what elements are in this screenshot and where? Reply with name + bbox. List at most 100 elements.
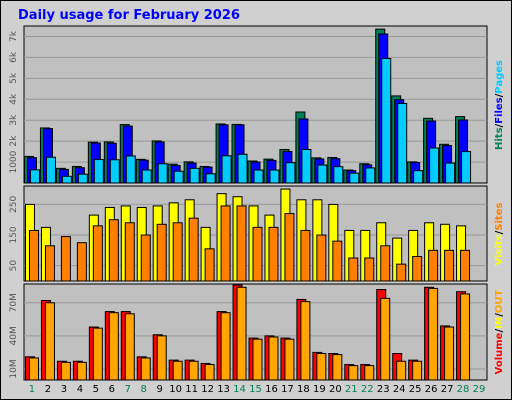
- bar-pages-day-4: [77, 173, 88, 184]
- legend-volume-entry: OUT: [494, 289, 505, 313]
- x-tick-label-day-25: 25: [409, 384, 422, 395]
- bar-pages-day-12: [205, 173, 216, 184]
- bar-out-day-25: [412, 360, 423, 381]
- bar-out-day-21: [348, 365, 359, 381]
- bar-out-day-14: [236, 286, 247, 381]
- bar-pages-day-10: [173, 170, 184, 184]
- bar-pages-day-20: [333, 166, 344, 184]
- bar-out-day-18: [300, 301, 311, 381]
- bar-pages-day-11: [189, 167, 200, 184]
- panel-hits-tick-label: 7k: [9, 30, 19, 42]
- x-tick-label-day-23: 23: [377, 384, 390, 395]
- bar-sites-day-24: [396, 263, 407, 282]
- bar-out-day-8: [140, 357, 151, 381]
- panel-visits-tick-label: 150: [9, 226, 19, 243]
- bar-pages-day-8: [141, 169, 152, 184]
- x-tick-label-day-22: 22: [361, 384, 374, 395]
- bar-pages-day-19: [317, 164, 328, 184]
- x-tick-label-day-6: 6: [109, 384, 115, 395]
- panel-hits-background: [23, 25, 488, 184]
- bar-sites-day-12: [204, 248, 215, 282]
- bar-out-day-17: [284, 338, 295, 381]
- bar-sites-day-25: [412, 255, 423, 282]
- bar-out-day-15: [252, 338, 263, 381]
- bar-out-day-7: [124, 313, 135, 381]
- x-axis-day-labels: 1 2 3 4 5 6 7 8 9 10 11 12 13 14 15 16 17 18 19 20 21 22 23 24 2…: [29, 384, 486, 395]
- x-tick-label-day-29: 29: [473, 384, 486, 395]
- bar-pages-day-15: [253, 169, 264, 184]
- panel-hits-tick-label: 1000: [9, 150, 19, 173]
- bar-pages-day-5: [93, 159, 104, 184]
- x-tick-label-day-19: 19: [313, 384, 326, 395]
- bar-pages-day-13: [221, 155, 232, 184]
- legend-hits-entry: Files: [494, 97, 505, 123]
- x-tick-label-day-21: 21: [345, 384, 358, 395]
- x-tick-label-day-7: 7: [125, 384, 131, 395]
- bar-sites-day-7: [124, 222, 135, 282]
- x-tick-label-day-26: 26: [425, 384, 438, 395]
- panel-hits-tick-label: 2k: [9, 135, 19, 147]
- legend-visits-entry: Sites: [494, 203, 505, 231]
- bar-sites-day-13: [220, 205, 231, 282]
- bar-out-day-1: [28, 357, 39, 381]
- bar-out-day-19: [316, 353, 327, 381]
- bar-pages-day-26: [429, 147, 440, 184]
- bar-pages-day-25: [413, 170, 424, 184]
- legend-visits-entry: /: [494, 230, 505, 234]
- x-tick-label-day-18: 18: [297, 384, 310, 395]
- bar-sites-day-9: [156, 223, 167, 282]
- bar-out-day-26: [428, 287, 439, 381]
- panel-hits-tick-label: 4k: [9, 93, 19, 105]
- bar-pages-day-16: [269, 169, 280, 184]
- legend-hits-entry: /: [494, 93, 505, 97]
- panel-visits-tick-label: 50: [9, 260, 19, 272]
- x-tick-label-day-11: 11: [185, 384, 198, 395]
- bar-pages-day-21: [349, 172, 360, 184]
- bar-out-day-5: [92, 327, 103, 381]
- x-tick-label-day-1: 1: [29, 384, 35, 395]
- x-tick-label-day-24: 24: [393, 384, 406, 395]
- bar-sites-day-3: [60, 236, 71, 282]
- panel-volume-tick-label: 10M: [9, 359, 19, 378]
- bar-out-day-27: [444, 326, 455, 381]
- x-tick-label-day-9: 9: [157, 384, 163, 395]
- bar-pages-day-28: [461, 151, 472, 184]
- bar-out-day-12: [204, 364, 215, 381]
- bar-out-day-4: [76, 361, 87, 381]
- bar-out-day-20: [332, 354, 343, 381]
- x-tick-label-day-16: 16: [265, 384, 278, 395]
- bar-out-day-10: [172, 360, 183, 381]
- x-tick-label-day-27: 27: [441, 384, 454, 395]
- bar-sites-day-19: [316, 234, 327, 282]
- bar-sites-day-8: [140, 234, 151, 282]
- bar-sites-day-5: [92, 225, 103, 282]
- bar-sites-day-16: [268, 226, 279, 282]
- x-tick-label-day-2: 2: [45, 384, 51, 395]
- bar-sites-day-11: [188, 217, 199, 282]
- bar-pages-day-7: [125, 155, 136, 184]
- bar-sites-day-21: [348, 257, 359, 282]
- bar-pages-day-24: [397, 102, 408, 184]
- bar-sites-day-27: [444, 249, 455, 282]
- panel-volume-tick-label: 70M: [9, 293, 19, 312]
- legend-hits-entry: Hits: [494, 127, 505, 150]
- legend-hits-entry: Pages: [494, 60, 505, 94]
- x-tick-label-day-10: 10: [169, 384, 182, 395]
- bar-pages-day-18: [301, 149, 312, 184]
- bar-out-day-16: [268, 336, 279, 381]
- x-tick-label-day-28: 28: [457, 384, 470, 395]
- bar-out-day-13: [220, 312, 231, 381]
- panel-visits: 50 150 250 Visits/Sites: [9, 185, 505, 282]
- panels-layer: 10002k3k4k5k6k7kHits/Files/Pages50150250…: [9, 25, 505, 381]
- x-tick-label-day-13: 13: [217, 384, 230, 395]
- bar-pages-day-17: [285, 162, 296, 184]
- bar-pages-day-2: [45, 156, 56, 184]
- panel-visits-tick-label: 250: [9, 196, 19, 213]
- x-tick-label-day-5: 5: [93, 384, 99, 395]
- panel-hits-tick-label: 5k: [9, 72, 19, 84]
- x-tick-label-day-20: 20: [329, 384, 342, 395]
- bar-sites-day-26: [428, 249, 439, 282]
